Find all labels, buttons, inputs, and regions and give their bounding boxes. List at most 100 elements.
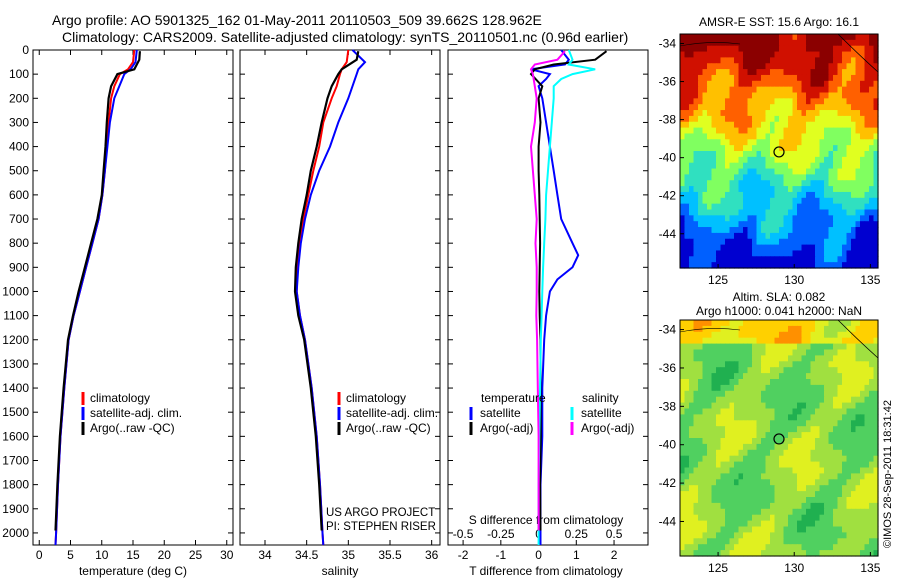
map-cell (783, 502, 789, 510)
map-cell (774, 414, 780, 421)
map-cell (698, 479, 704, 486)
map-cell (698, 262, 704, 269)
map-cell (810, 162, 816, 170)
map-cell (720, 479, 726, 486)
map-cell (846, 162, 852, 170)
map-cell (752, 390, 758, 398)
map-cell (707, 379, 713, 386)
map-cell (702, 45, 708, 53)
map-cell (864, 449, 870, 457)
map-cell (855, 69, 861, 76)
map-cell (725, 508, 731, 516)
map-cell (837, 532, 843, 539)
map-cell (711, 384, 717, 392)
map-cell (716, 508, 722, 516)
map-cell (864, 92, 870, 99)
map-cell (684, 414, 690, 421)
map-cell (711, 538, 717, 545)
map-cell (792, 104, 798, 111)
map-cell (828, 420, 834, 427)
map-cell (774, 432, 780, 439)
map-cell (770, 402, 776, 410)
map-cell (788, 373, 794, 380)
map-cell (716, 256, 722, 263)
map-cell (792, 390, 798, 398)
map-cell (824, 320, 830, 327)
map-cell (833, 151, 839, 158)
map-cell (707, 98, 713, 105)
map-cell (698, 74, 704, 82)
map-cell (855, 443, 861, 451)
map-cell (756, 191, 762, 199)
map-cell (747, 104, 753, 111)
map-cell (869, 104, 875, 111)
map-cell (711, 104, 717, 111)
map-cell (684, 491, 690, 498)
map-cell (711, 491, 717, 498)
map-cell (864, 121, 870, 129)
map-cell (752, 110, 758, 117)
map-cell (815, 443, 821, 451)
x-tick-label: 5 (67, 548, 74, 562)
map-cell (770, 92, 776, 99)
map-cell (873, 485, 879, 492)
map-cell (806, 455, 812, 463)
map-cell (851, 74, 857, 82)
map-cell (815, 485, 821, 492)
map-cell (828, 325, 834, 333)
map-cell (828, 349, 834, 356)
map-cell (743, 502, 749, 510)
map-cell (864, 57, 870, 64)
map-cell (801, 221, 807, 228)
map-cell (725, 45, 731, 53)
map-cell (873, 174, 879, 181)
map-cell (765, 414, 771, 421)
map-cell (864, 373, 870, 380)
map-cell (788, 115, 794, 123)
map-cell (860, 215, 866, 222)
map-cell (797, 473, 803, 480)
map-cell (842, 250, 848, 257)
map-cell (797, 232, 803, 240)
map-cell (797, 221, 803, 228)
map-cell (855, 390, 861, 398)
map-cell (698, 57, 704, 64)
map-cell (702, 191, 708, 199)
map-cell (756, 349, 762, 356)
map-cell (734, 203, 740, 211)
map-cell (855, 396, 861, 404)
map-cell (837, 455, 843, 463)
map-cell (873, 51, 879, 58)
y-tick-label: 600 (9, 188, 29, 202)
map-cell (851, 520, 857, 528)
map-cell (765, 508, 771, 516)
map-cell (693, 262, 699, 269)
map-cell (711, 343, 717, 351)
map-cell (779, 256, 785, 263)
map-cell (819, 244, 825, 252)
map-cell (752, 426, 758, 433)
map-cell (783, 168, 789, 175)
map-cell (833, 414, 839, 421)
map-cell (770, 232, 776, 240)
map-cell (851, 384, 857, 392)
map-cell (774, 121, 780, 129)
map-cell (770, 69, 776, 76)
map-cell (743, 532, 749, 539)
map-cell (815, 115, 821, 123)
map-cell (855, 373, 861, 380)
map-cell (680, 69, 686, 76)
map-cell (720, 110, 726, 117)
map-cell (806, 74, 812, 82)
map-cell (828, 396, 834, 404)
x-top-axis-label: S difference from climatology (469, 513, 624, 527)
map-cell (770, 355, 776, 362)
map-cell (738, 127, 744, 135)
map-cell (774, 34, 780, 41)
map-cell (747, 39, 753, 47)
map-cell (779, 80, 785, 88)
map-cell (842, 325, 848, 333)
map-cell (765, 408, 771, 415)
map-cell (837, 438, 843, 445)
map-cell (833, 197, 839, 205)
